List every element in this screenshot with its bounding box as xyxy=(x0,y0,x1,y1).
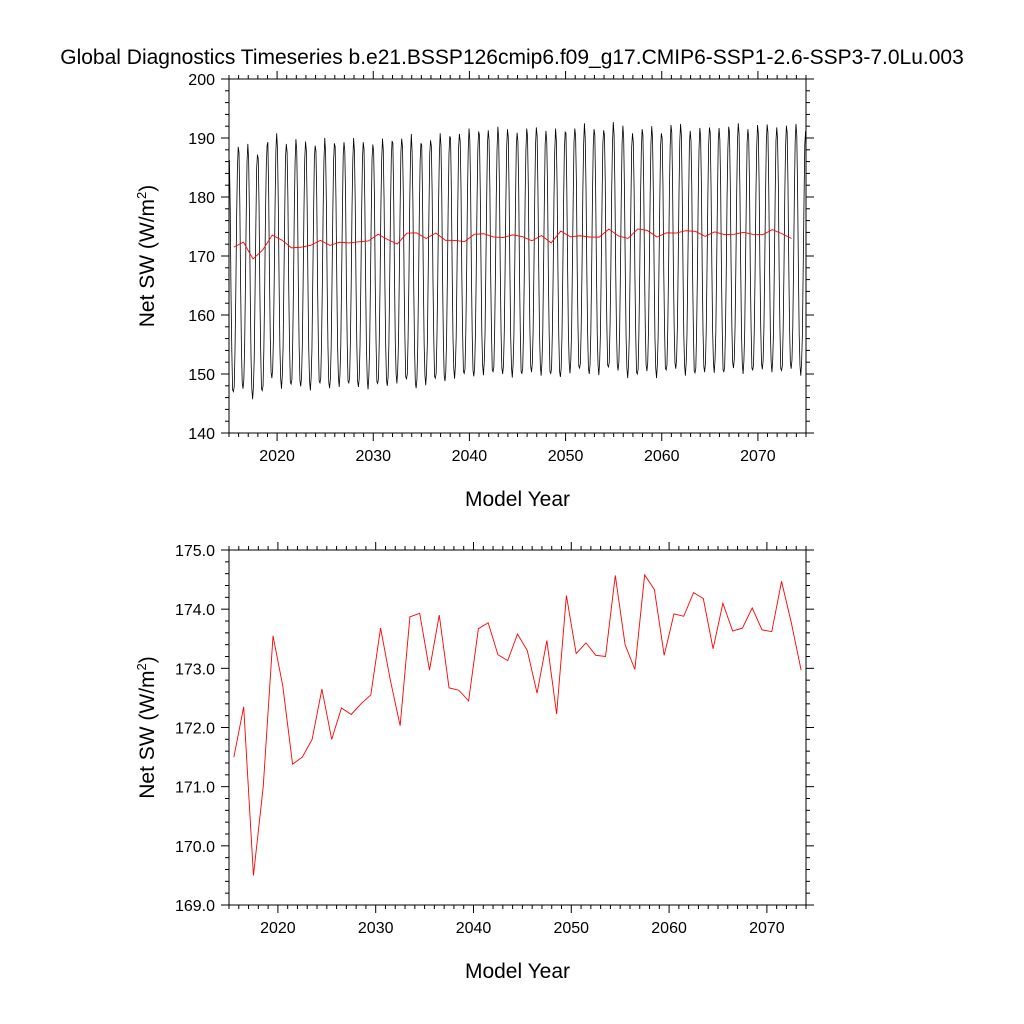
top-y-tick-label: 140 xyxy=(188,426,215,443)
top-y-axis-title: Net SW (W/m2) xyxy=(134,185,159,328)
bottom-y-tick-label: 174.0 xyxy=(175,602,215,619)
top-annual-mean-line xyxy=(233,228,792,260)
bottom-panel: 169.0 170.0 171.0 172.0 173.0 174.0 175.0 2020 2… xyxy=(134,542,814,983)
top-panel: 140 150 160 170 180 190 200 2020 2030 2040 2050 206… xyxy=(134,71,814,511)
top-y-tick-label: 180 xyxy=(188,190,215,207)
bottom-y-tick-label: 172.0 xyxy=(175,721,215,738)
top-x-tick-label: 2030 xyxy=(355,448,391,465)
top-x-axis-title: Model Year xyxy=(465,488,570,511)
bottom-x-tick-label: 2050 xyxy=(553,920,589,937)
bottom-annual-mean-line xyxy=(233,573,802,876)
top-y-tick-label: 160 xyxy=(188,308,215,325)
bottom-x-tick-label: 2070 xyxy=(749,920,785,937)
bottom-y-tick-label: 170.0 xyxy=(175,839,215,856)
bottom-x-tick-label: 2030 xyxy=(358,920,394,937)
top-y-tick-label: 150 xyxy=(188,367,215,384)
top-x-tick-label: 2060 xyxy=(644,448,680,465)
bottom-x-axis-title: Model Year xyxy=(465,960,570,983)
bottom-y-tick-label: 171.0 xyxy=(175,780,215,797)
bottom-x-tick-label: 2020 xyxy=(260,920,296,937)
top-y-tick-label: 190 xyxy=(188,131,215,148)
top-x-tick-label: 2020 xyxy=(259,448,295,465)
bottom-x-tick-label: 2060 xyxy=(651,920,687,937)
bottom-x-tick-label: 2040 xyxy=(456,920,492,937)
bottom-y-tick-label: 169.0 xyxy=(175,898,215,915)
top-monthly-series-line xyxy=(229,122,806,400)
bottom-y-axis-title: Net SW (W/m2) xyxy=(134,656,159,799)
top-y-tick-label: 200 xyxy=(188,72,215,89)
top-x-tick-label: 2040 xyxy=(452,448,488,465)
chart-title: Global Diagnostics Timeseries b.e21.BSSP… xyxy=(60,46,964,69)
top-x-tick-label: 2070 xyxy=(740,448,776,465)
bottom-y-tick-label: 173.0 xyxy=(175,661,215,678)
top-x-tick-label: 2050 xyxy=(548,448,584,465)
bottom-y-tick-label: 175.0 xyxy=(175,543,215,560)
top-y-tick-label: 170 xyxy=(188,249,215,266)
bottom-plot-frame xyxy=(228,549,807,906)
